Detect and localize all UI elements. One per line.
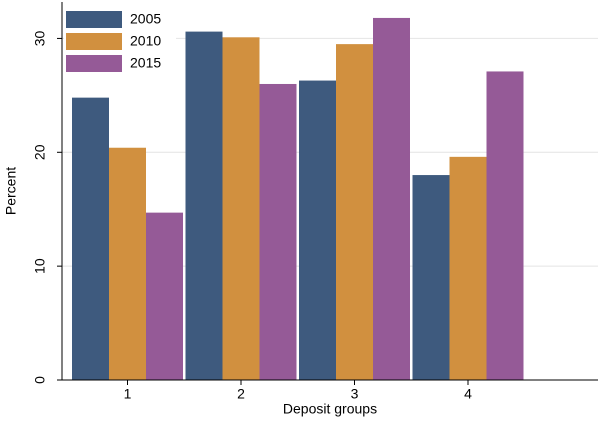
y-tick-label: 30 [32, 30, 48, 46]
legend-label: 2015 [130, 55, 161, 71]
bar [185, 31, 223, 380]
bar [412, 175, 450, 380]
bar [72, 97, 109, 381]
legend-label: 2005 [130, 11, 161, 27]
x-tick-label: 2 [237, 386, 245, 402]
x-tick-label: 1 [124, 386, 132, 402]
bar [486, 71, 524, 380]
bar [373, 17, 410, 380]
legend-swatch [66, 33, 122, 50]
bar [222, 37, 260, 381]
y-tick-label: 0 [32, 376, 48, 384]
y-axis-label: Percent [3, 167, 19, 215]
bar [299, 80, 336, 380]
x-tick-label: 4 [464, 386, 472, 402]
bar [146, 212, 183, 380]
bar [109, 147, 146, 380]
legend-swatch [66, 11, 122, 28]
y-tick-label: 10 [32, 258, 48, 274]
x-axis-label: Deposit groups [283, 401, 377, 417]
bar [449, 156, 487, 380]
legend-label: 2010 [130, 33, 161, 49]
x-tick-label: 3 [351, 386, 359, 402]
legend-swatch [66, 55, 122, 72]
y-tick-label: 20 [32, 144, 48, 160]
bar [336, 44, 373, 381]
bar [259, 83, 297, 381]
